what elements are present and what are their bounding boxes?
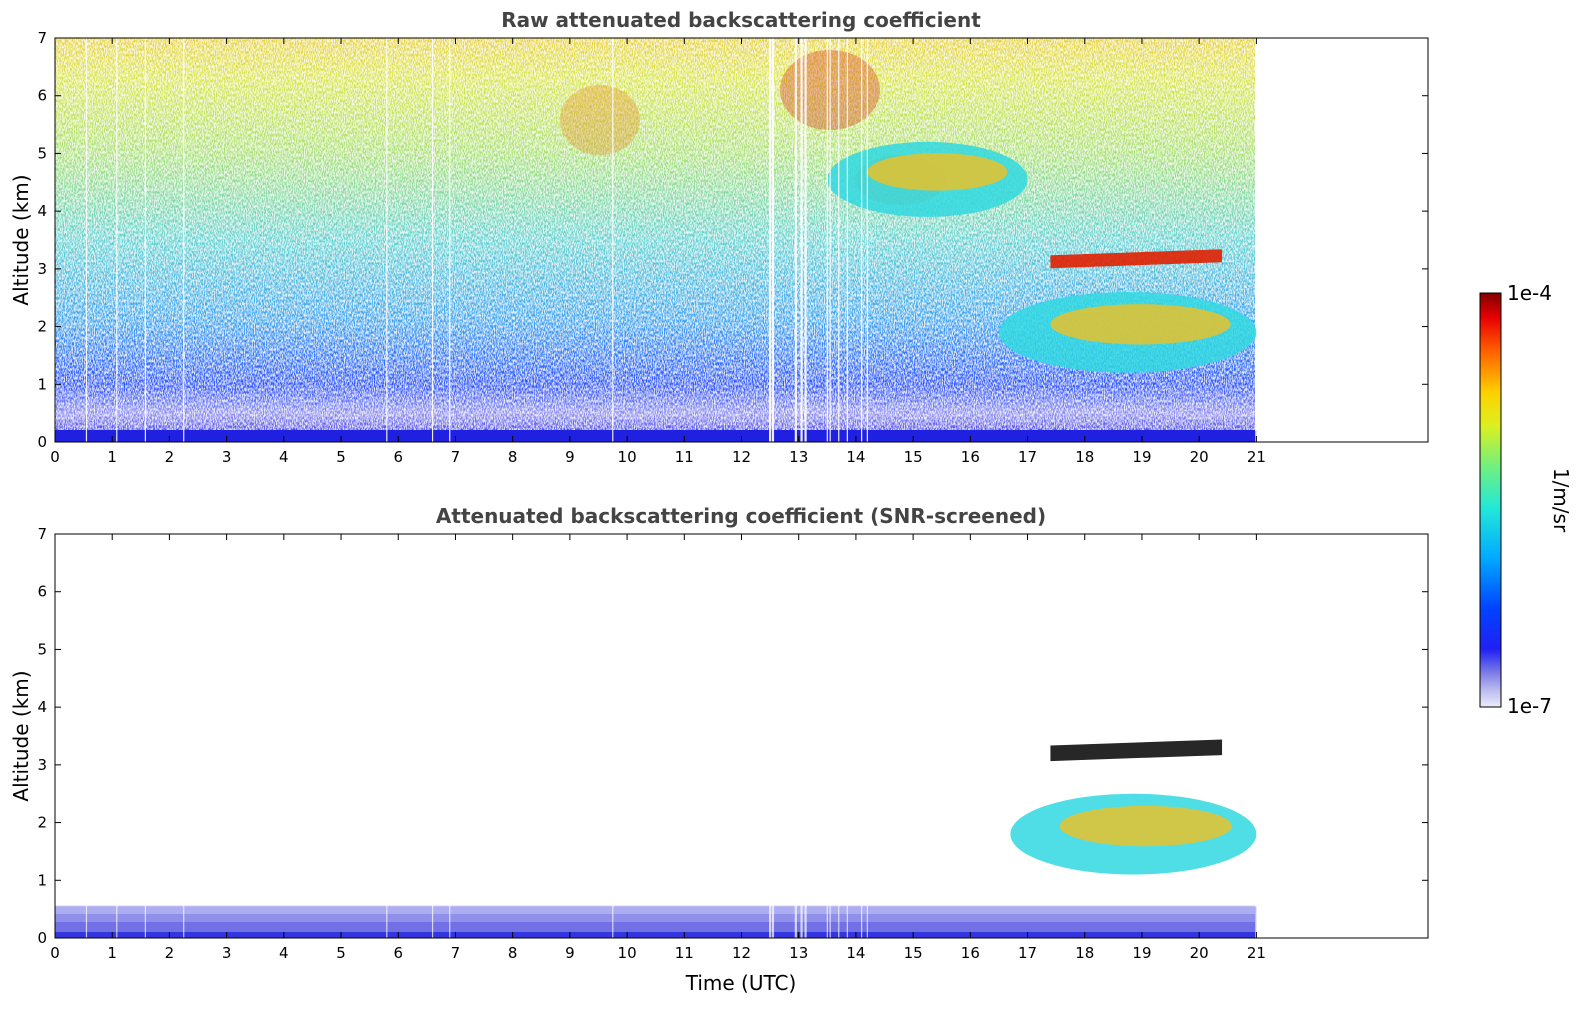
- panel2-xtick-label: 5: [336, 944, 346, 962]
- panel2-heatmap: [55, 534, 1257, 938]
- panel2-xtick-label: 2: [165, 944, 175, 962]
- panel2-xtick-label: 4: [279, 944, 289, 962]
- panel2-ytick-label: 1: [37, 871, 47, 889]
- panel2-xtick-label: 19: [1132, 944, 1151, 962]
- aerosol-layer-feature-core: [1050, 304, 1231, 345]
- aerosol-layer-feature-core: [1059, 805, 1232, 847]
- panel1-title: Raw attenuated backscattering coefficien…: [501, 8, 981, 32]
- panel2-ytick-label: 2: [37, 814, 47, 832]
- snr-screened-panel: Attenuated backscattering coefficient (S…: [9, 504, 1429, 995]
- panel1-xtick-label: 12: [732, 448, 751, 466]
- panel2-surface-band: [55, 932, 1255, 938]
- colorbar-min-label: 1e-7: [1507, 694, 1552, 718]
- panel2-ytick-label: 0: [37, 929, 47, 947]
- panel1-xtick-label: 3: [222, 448, 232, 466]
- panel1-heatmap: [55, 38, 1257, 442]
- boundary-layer-feature: [55, 906, 1257, 938]
- panel1-xtick-label: 20: [1190, 448, 1209, 466]
- panel2-ytick-label: 7: [37, 525, 47, 543]
- panel1-xtick-label: 5: [336, 448, 346, 466]
- panel2-xlabel: Time (UTC): [685, 971, 797, 995]
- panel2-xtick-label: 18: [1075, 944, 1094, 962]
- panel1-xtick-label: 10: [618, 448, 637, 466]
- panel2-ytick-label: 4: [37, 698, 47, 716]
- panel2-xtick-label: 16: [961, 944, 980, 962]
- panel1-ytick-label: 2: [37, 318, 47, 336]
- panel2-xtick-label: 8: [508, 944, 518, 962]
- panel1-upper-orange-1: [560, 85, 640, 155]
- panel1-xtick-label: 11: [675, 448, 694, 466]
- panel1-xtick-label: 2: [165, 448, 175, 466]
- panel1-xtick-label: 14: [846, 448, 865, 466]
- panel2-xtick-label: 21: [1247, 944, 1266, 962]
- panel2-xtick-label: 20: [1190, 944, 1209, 962]
- panel2-xtick-label: 1: [107, 944, 117, 962]
- panel2-xtick-label: 9: [565, 944, 575, 962]
- panel2-ytick-label: 6: [37, 583, 47, 601]
- panel2-xtick-label: 3: [222, 944, 232, 962]
- panel1-xtick-label: 4: [279, 448, 289, 466]
- colorbar-gradient: [1479, 292, 1502, 708]
- panel1-xtick-label: 7: [451, 448, 461, 466]
- colorbar-unit-label: 1/m/sr: [1549, 468, 1573, 533]
- panel2-xtick-label: 11: [675, 944, 694, 962]
- panel1-xtick-label: 6: [393, 448, 403, 466]
- panel1-ytick-label: 5: [37, 144, 47, 162]
- panel2-title: Attenuated backscattering coefficient (S…: [436, 504, 1046, 528]
- panel2-xtick-label: 14: [846, 944, 865, 962]
- panel1-xtick-label: 15: [904, 448, 923, 466]
- panel2-ytick-label: 5: [37, 640, 47, 658]
- panel1-data-gaps: [85, 38, 868, 442]
- panel1-xtick-label: 8: [508, 448, 518, 466]
- raw-backscatter-panel: Raw attenuated backscattering coefficien…: [9, 8, 1429, 466]
- panel1-ylabel: Altitude (km): [9, 174, 33, 305]
- panel1-xtick-label: 9: [565, 448, 575, 466]
- panel1-xtick-label: 17: [1018, 448, 1037, 466]
- panel2-xtick-label: 15: [904, 944, 923, 962]
- panel2-xtick-label: 17: [1018, 944, 1037, 962]
- panel2-ytick-label: 3: [37, 756, 47, 774]
- cloud-top-feature: [1050, 739, 1223, 762]
- elevated-layer-feature-core: [867, 153, 1008, 191]
- panel2-xtick-label: 13: [789, 944, 808, 962]
- panel2-data-gaps: [85, 534, 868, 938]
- panel1-noise: [55, 38, 1255, 442]
- panel1-xtick-label: 13: [789, 448, 808, 466]
- panel1-ytick-label: 7: [37, 29, 47, 47]
- panel1-xtick-label: 19: [1132, 448, 1151, 466]
- panel2-xtick-label: 10: [618, 944, 637, 962]
- panel2-ylabel: Altitude (km): [9, 670, 33, 801]
- panel1-ytick-label: 6: [37, 87, 47, 105]
- panel1-xtick-label: 16: [961, 448, 980, 466]
- panel1-ytick-label: 1: [37, 375, 47, 393]
- panel1-xtick-label: 18: [1075, 448, 1094, 466]
- panel1-xtick-label: 1: [107, 448, 117, 466]
- panel1-ytick-label: 3: [37, 260, 47, 278]
- panel2-xtick-label: 6: [393, 944, 403, 962]
- panel1-surface-band: [55, 430, 1255, 442]
- panel2-axes: [54, 533, 1429, 939]
- panel2-xtick-label: 7: [451, 944, 461, 962]
- colorbar-max-label: 1e-4: [1507, 281, 1552, 305]
- cloud-top-feature: [1050, 249, 1223, 269]
- colorbar: 1e-4 1e-7 1/m/sr: [1479, 281, 1573, 718]
- panel1-ytick-label: 4: [37, 202, 47, 220]
- panel2-xtick-label: 12: [732, 944, 751, 962]
- panel1-xtick-label: 0: [50, 448, 60, 466]
- panel1-xtick-label: 21: [1247, 448, 1266, 466]
- panel2-xtick-label: 0: [50, 944, 60, 962]
- panel1-ytick-label: 0: [37, 433, 47, 451]
